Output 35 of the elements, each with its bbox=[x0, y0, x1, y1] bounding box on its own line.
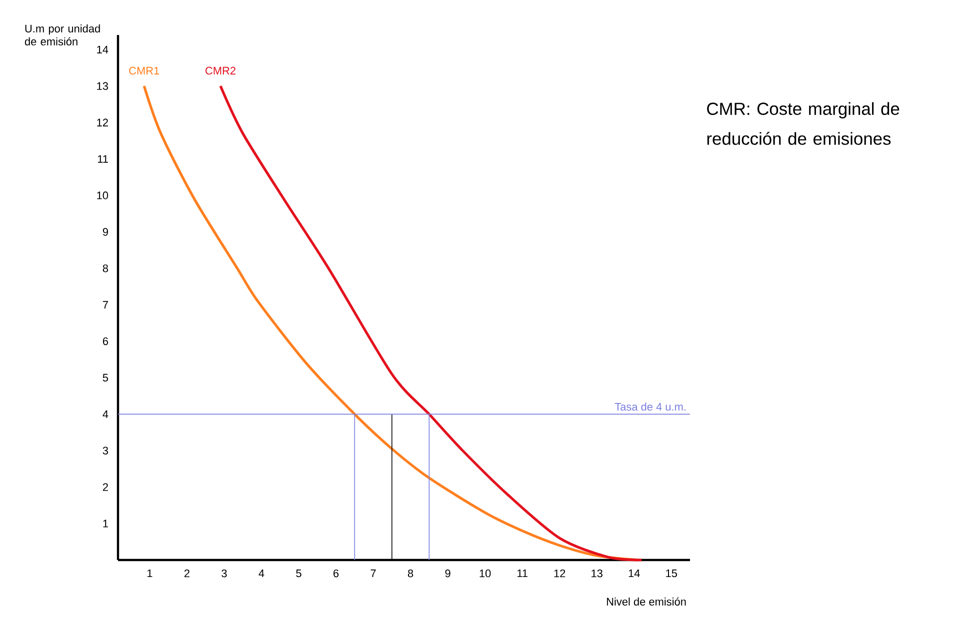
x-tick-label: 8 bbox=[408, 570, 414, 578]
y-tick-label: 1 bbox=[103, 520, 108, 528]
x-tick-label: 10 bbox=[480, 570, 491, 578]
x-tick-label: 15 bbox=[666, 570, 677, 578]
x-tick-label: 11 bbox=[517, 570, 528, 578]
x-tick-label: 1 bbox=[147, 570, 152, 578]
x-tick-label: 13 bbox=[592, 570, 602, 578]
y-tick-label: 13 bbox=[97, 82, 108, 90]
series-label: CMR2 bbox=[206, 66, 236, 75]
y-tick-label: 7 bbox=[102, 301, 108, 309]
x-axis-title: Nivel de emisión bbox=[606, 597, 686, 606]
y-axis-title: U.m por unidad de emisión bbox=[24, 24, 100, 46]
x-tick-label: 3 bbox=[222, 570, 227, 578]
x-tick-label: 2 bbox=[184, 570, 190, 578]
x-tick-label: 4 bbox=[258, 570, 264, 578]
y-tick-label: 14 bbox=[97, 46, 108, 54]
y-tick-label: 11 bbox=[98, 155, 108, 163]
y-tick-label: 5 bbox=[102, 374, 108, 382]
x-tick-label: 7 bbox=[370, 570, 376, 578]
y-tick-label: 3 bbox=[102, 446, 108, 455]
x-tick-label: 14 bbox=[628, 570, 640, 578]
x-tick-label: 6 bbox=[334, 570, 339, 578]
y-tick-label: 4 bbox=[102, 410, 108, 418]
y-tick-label: 12 bbox=[97, 118, 108, 126]
x-tick-label: 9 bbox=[445, 570, 450, 578]
y-tick-label: 8 bbox=[102, 264, 108, 272]
y-tick-label: 10 bbox=[97, 192, 108, 200]
y-tick-label: 2 bbox=[102, 483, 108, 491]
text: CMR: Coste marginal de reducción de emisiones bbox=[707, 102, 900, 145]
series-label: CMR1 bbox=[129, 66, 160, 75]
x-tick-label: 12 bbox=[554, 570, 566, 578]
y-tick-label: 9 bbox=[102, 228, 108, 236]
x-tick-label: 5 bbox=[296, 570, 302, 578]
y-tick-label: 6 bbox=[102, 337, 108, 346]
ref-line-label: Tasa de 4 u.m. bbox=[614, 402, 686, 411]
